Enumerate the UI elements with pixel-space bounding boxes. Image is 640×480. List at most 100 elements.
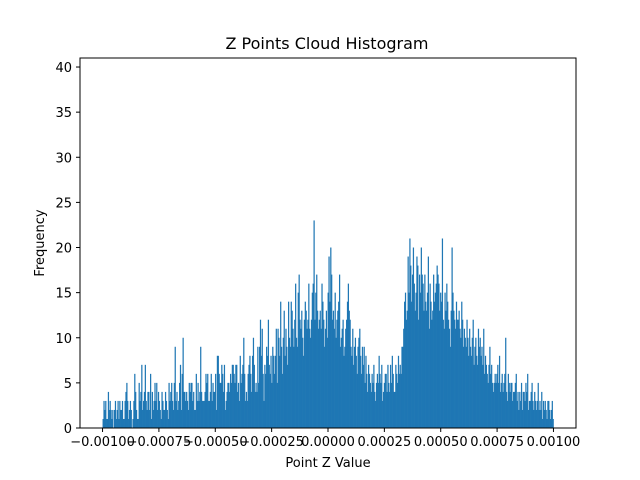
histogram-bar [430,301,432,428]
histogram-bar [501,373,503,428]
histogram-bar [261,328,263,428]
histogram-bar [281,373,284,428]
histogram-bar [433,274,435,428]
histogram-bar [254,391,256,428]
histogram-bar [426,310,428,428]
histogram-bar [428,328,430,428]
histogram-bar [312,283,314,428]
histogram-bar [551,400,553,428]
histogram-bar [482,364,484,428]
histogram-bar [404,292,407,428]
histogram-bar [452,292,454,428]
histogram-bar [121,400,124,428]
histogram-bar [493,382,495,428]
histogram-bar [335,337,337,428]
histogram-bar [431,319,433,428]
histogram-bar [300,328,302,428]
histogram-bar [248,364,250,428]
histogram-bar [169,400,171,428]
histogram-bar [542,418,544,428]
histogram-bar [454,319,456,428]
histogram-bar [352,328,354,428]
histogram-bar [277,328,279,428]
histogram-bar [186,400,189,428]
histogram-bar [523,391,525,428]
histogram-bar [262,373,264,428]
histogram-bar [291,310,293,428]
histogram-bar [113,409,116,428]
histogram-bar [471,337,473,428]
histogram-bar [464,337,466,428]
histogram-bar [466,319,468,428]
histogram-bar [176,391,178,428]
histogram-bar [162,400,164,428]
histogram-bar [495,382,497,428]
histogram-bar [337,310,339,428]
histogram-bar [104,409,106,428]
x-axis-title: Point Z Value [285,456,370,471]
histogram-bar [322,301,324,428]
histogram-bar [407,256,409,428]
histogram-bar [172,409,175,428]
histogram-bar [241,373,243,428]
x-tick-label: −0.00100 [70,435,135,450]
histogram-bar [418,319,420,428]
histogram-bar [368,373,371,428]
histogram-bar [124,400,126,428]
histogram-bar [539,400,541,428]
histogram-bar [309,337,312,428]
histogram-bar [358,337,360,428]
histogram-bar [475,337,477,428]
y-tick-label: 15 [55,287,72,302]
histogram-bars [102,220,554,428]
histogram-bar [180,409,183,428]
histogram-bar [308,283,310,428]
histogram-bar [252,337,255,428]
histogram-bar [327,292,329,428]
histogram-bar [362,364,364,428]
histogram-bar [446,283,448,428]
histogram-bar [395,364,397,428]
histogram-bar [205,373,207,428]
histogram-bar [309,328,311,428]
histogram-bar [468,355,470,428]
histogram-bar [399,364,401,428]
histogram-bar [192,400,194,428]
histogram-bar [325,310,328,428]
histogram-bar [163,409,165,428]
histogram-bar [243,337,245,428]
histogram-bar [435,283,437,428]
histogram-bar [286,346,288,428]
histogram-bar [520,400,522,428]
histogram-bar [489,346,491,428]
histogram-bar [103,400,105,428]
histogram-bar [206,382,208,428]
histogram-bar [211,400,213,428]
histogram-bar [271,382,273,428]
histogram-bar [284,355,286,428]
histogram-bar [117,400,119,428]
histogram-bar [263,400,265,428]
histogram-bar [402,346,404,428]
histogram-bar [173,382,175,428]
y-tick-label: 35 [55,106,72,121]
histogram-bar [193,409,196,428]
histogram-bar [411,274,414,428]
histogram-bar [144,364,146,428]
histogram-bar [469,346,472,428]
histogram-bar [293,346,295,428]
histogram-bar [319,310,321,428]
histogram-bar [154,382,156,428]
histogram-bar [528,400,531,428]
histogram-bar [273,373,276,428]
histogram-bar [447,319,450,428]
histogram-bar [496,373,498,428]
histogram-bar [323,319,325,428]
histogram-bar [529,400,531,428]
histogram-bar [133,400,135,428]
histogram-bar [486,373,488,428]
histogram-bar [226,391,228,428]
histogram-bar [534,391,536,428]
histogram-bar [260,355,262,428]
y-tick-label: 40 [55,61,72,76]
